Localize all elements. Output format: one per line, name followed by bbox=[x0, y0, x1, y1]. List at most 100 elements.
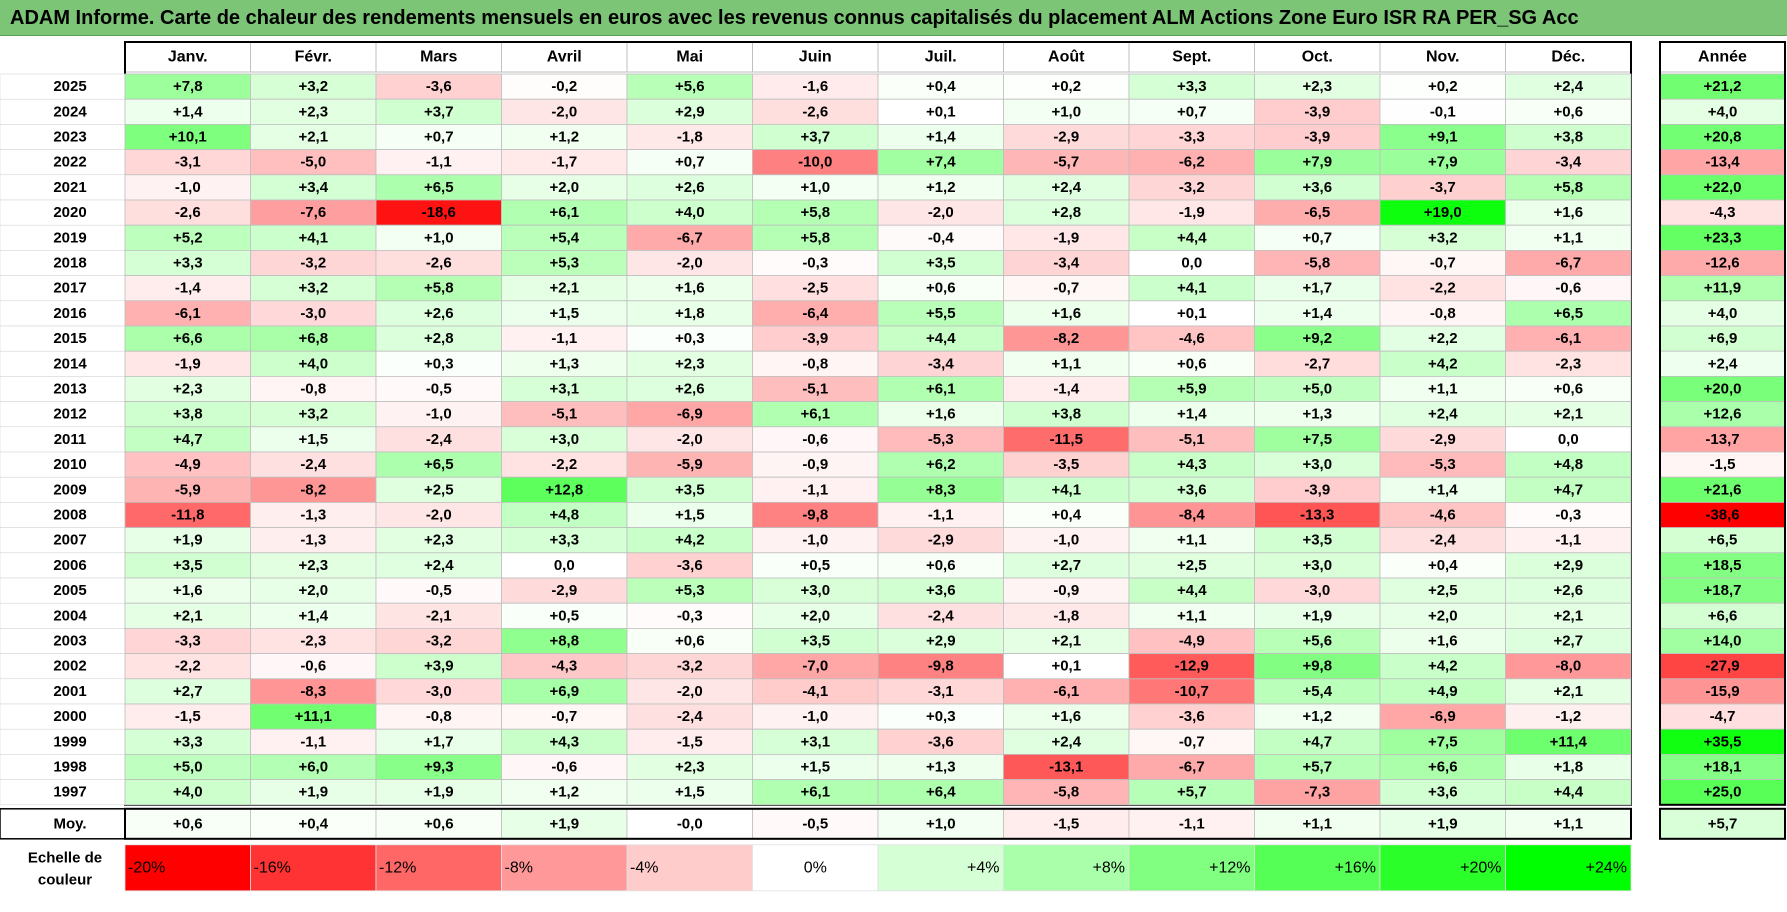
heatmap-cell-value: +3,8 bbox=[1051, 406, 1081, 423]
average-cell-value: -1,5 bbox=[1053, 815, 1079, 832]
heatmap-cell-value: -4,6 bbox=[1179, 330, 1205, 347]
heatmap-cell bbox=[1128, 174, 1255, 201]
heatmap-cell bbox=[752, 678, 879, 705]
heatmap-cell-value: +1,8 bbox=[675, 305, 705, 322]
annual-cell bbox=[1659, 73, 1786, 100]
heatmap-cell-value: -13,1 bbox=[1049, 759, 1083, 776]
annual-cell-value: -4,7 bbox=[1710, 708, 1736, 725]
heatmap-cell-value: +6,2 bbox=[926, 456, 956, 473]
heatmap-cell-value: +3,5 bbox=[675, 481, 705, 498]
heatmap-cell-value: +6,1 bbox=[800, 406, 830, 423]
heatmap-cell bbox=[1505, 703, 1632, 730]
heatmap-cell bbox=[1003, 678, 1130, 705]
heatmap-cell-value: +0,7 bbox=[1177, 103, 1207, 120]
heatmap-cell-value: -8,2 bbox=[1053, 330, 1079, 347]
heatmap-cell bbox=[1379, 728, 1506, 755]
heatmap-cell bbox=[250, 401, 377, 428]
heatmap-cell-value: +4,4 bbox=[1553, 784, 1583, 801]
heatmap-cell-value: -3,5 bbox=[1053, 456, 1079, 473]
heatmap-cell-value: +1,2 bbox=[926, 179, 956, 196]
heatmap-cell-value: -1,0 bbox=[426, 406, 452, 423]
heatmap-cell bbox=[1128, 754, 1255, 781]
scale-swatch bbox=[1379, 844, 1506, 892]
heatmap-cell-value: +2,0 bbox=[298, 582, 328, 599]
heatmap-cell-value: -6,7 bbox=[677, 229, 703, 246]
heatmap-cell bbox=[1379, 98, 1506, 125]
average-cell-value: -0,0 bbox=[677, 815, 703, 832]
average-cell bbox=[877, 808, 1004, 840]
scale-swatch bbox=[1003, 844, 1130, 892]
average-frame bbox=[124, 807, 1632, 840]
heatmap-cell-value: +2,4 bbox=[1051, 733, 1081, 750]
heatmap-cell-value: +2,8 bbox=[424, 330, 454, 347]
column-header-label: Févr. bbox=[295, 49, 332, 66]
year-cell bbox=[0, 73, 126, 100]
heatmap-cell bbox=[250, 501, 377, 528]
heatmap-cell-value: +4,0 bbox=[173, 784, 203, 801]
heatmap-cell-value: +2,3 bbox=[173, 381, 203, 398]
heatmap-cell-value: +4,8 bbox=[1553, 456, 1583, 473]
heatmap-cell-value: +9,2 bbox=[1302, 330, 1332, 347]
average-cell bbox=[752, 808, 879, 840]
heatmap-cell bbox=[375, 653, 502, 680]
heatmap-cell-value: -1,1 bbox=[426, 154, 452, 171]
annual-cell-value: +23,3 bbox=[1704, 229, 1742, 246]
heatmap-cell bbox=[752, 174, 879, 201]
heatmap-cell bbox=[752, 653, 879, 680]
heatmap-cell bbox=[1505, 678, 1632, 705]
heatmap-cell-value: +2,4 bbox=[1428, 406, 1458, 423]
annual-cell-value: +6,9 bbox=[1708, 330, 1738, 347]
column-header-label: Mars bbox=[420, 49, 457, 66]
heatmap-cell-value: +1,2 bbox=[549, 784, 579, 801]
annual-cell-value: -12,6 bbox=[1705, 255, 1739, 272]
heatmap-cell bbox=[626, 653, 753, 680]
heatmap-cell bbox=[1505, 275, 1632, 302]
row-year-label: 2011 bbox=[54, 431, 87, 448]
heatmap-cell-value: -3,1 bbox=[928, 683, 954, 700]
heatmap-cell-value: +2,3 bbox=[675, 759, 705, 776]
heatmap-cell bbox=[1505, 602, 1632, 629]
scale-swatch-label: 0% bbox=[804, 859, 827, 876]
heatmap-cell-value: -10,0 bbox=[798, 154, 832, 171]
heatmap-cell-value: -0,3 bbox=[1555, 507, 1581, 524]
column-header-label: Avril bbox=[547, 49, 582, 66]
heatmap-cell bbox=[626, 375, 753, 402]
year-cell bbox=[0, 98, 126, 125]
heatmap-cell-value: +19,0 bbox=[1424, 204, 1462, 221]
heatmap-cell-value: +4,9 bbox=[1428, 683, 1458, 700]
heatmap-cell bbox=[375, 703, 502, 730]
heatmap-cell bbox=[626, 249, 753, 276]
heatmap-cell-value: -7,6 bbox=[300, 204, 326, 221]
heatmap-cell-value: -0,5 bbox=[426, 381, 452, 398]
average-cell-value: -0,5 bbox=[802, 815, 828, 832]
heatmap-cell bbox=[124, 754, 251, 781]
heatmap-cell-value: -1,9 bbox=[1053, 229, 1079, 246]
heatmap-cell-value: +1,4 bbox=[1177, 406, 1207, 423]
heatmap-cell-value: +3,2 bbox=[298, 78, 328, 95]
heatmap-cell-value: -1,0 bbox=[1053, 532, 1079, 549]
heatmap-cell bbox=[1379, 199, 1506, 226]
heatmap-cell-value: -2,6 bbox=[802, 103, 828, 120]
heatmap-cell-value: +0,3 bbox=[675, 330, 705, 347]
heatmap-cell-value: -2,9 bbox=[1053, 129, 1079, 146]
heatmap-cell-value: +4,0 bbox=[298, 355, 328, 372]
row-year-label: 1999 bbox=[53, 733, 86, 750]
heatmap-cell bbox=[1128, 73, 1255, 100]
heatmap-cell-value: +5,8 bbox=[800, 204, 830, 221]
heatmap-cell-value: -7,0 bbox=[802, 658, 828, 675]
heatmap-cell bbox=[626, 602, 753, 629]
heatmap-cell-value: -2,0 bbox=[551, 103, 577, 120]
heatmap-cell-value: -3,2 bbox=[300, 255, 326, 272]
heatmap-cell-value: +2,1 bbox=[1553, 683, 1583, 700]
heatmap-cell-value: +4,7 bbox=[1553, 481, 1583, 498]
heatmap-cell bbox=[1505, 552, 1632, 579]
heatmap-cell bbox=[250, 451, 377, 478]
heatmap-cell-value: -6,1 bbox=[1555, 330, 1581, 347]
heatmap-cell bbox=[1379, 401, 1506, 428]
heatmap-cell bbox=[1128, 300, 1255, 327]
heatmap-cell-value: +6,4 bbox=[926, 784, 956, 801]
heatmap-cell-value: +0,6 bbox=[1553, 103, 1583, 120]
scale-swatch bbox=[752, 844, 879, 892]
heatmap-cell-value: -2,0 bbox=[677, 431, 703, 448]
heatmap-cell bbox=[1379, 426, 1506, 453]
